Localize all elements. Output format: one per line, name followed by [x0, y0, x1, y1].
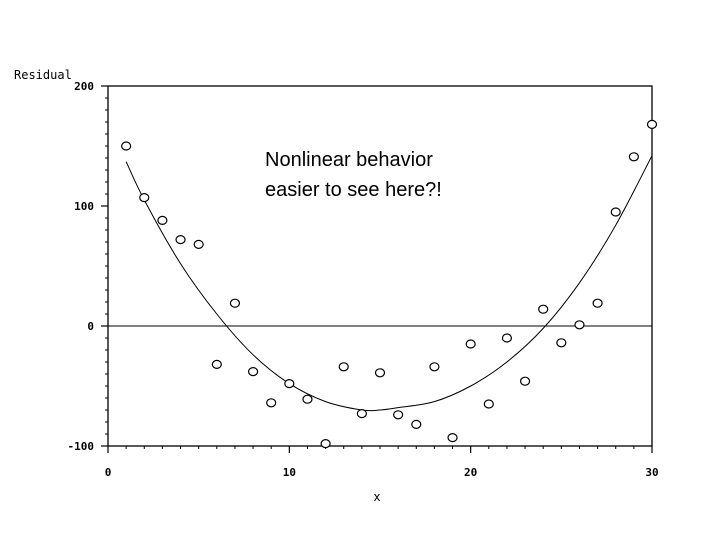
- data-point: [139, 193, 150, 203]
- data-point: [338, 362, 349, 372]
- data-point: [175, 235, 186, 245]
- x-axis-ticks: 0 10 20 30: [105, 446, 659, 479]
- data-point: [465, 339, 476, 349]
- y-minor-ticks: [105, 97, 108, 435]
- data-point: [356, 409, 367, 419]
- data-point: [501, 333, 513, 343]
- data-point: [157, 215, 168, 225]
- data-point: [519, 376, 531, 386]
- x-tick-label: 20: [464, 466, 477, 479]
- data-point: [574, 320, 585, 330]
- data-point: [247, 367, 259, 377]
- data-point: [121, 141, 132, 151]
- y-tick-label: 100: [74, 200, 94, 213]
- data-point: [556, 338, 567, 348]
- x-tick-label: 30: [645, 466, 658, 479]
- y-tick-label: 0: [87, 320, 94, 333]
- plot-frame: [107, 85, 653, 447]
- data-point: [211, 359, 222, 369]
- data-point: [374, 368, 386, 378]
- data-points: [121, 119, 658, 449]
- data-point: [393, 410, 404, 420]
- y-tick-label: -100: [68, 440, 95, 453]
- fitted-curve: [125, 155, 653, 412]
- data-point: [193, 239, 204, 249]
- data-point: [538, 304, 549, 314]
- data-point: [302, 394, 313, 404]
- data-point: [266, 398, 277, 408]
- data-point: [646, 119, 658, 130]
- x-tick-label: 10: [283, 466, 296, 479]
- data-point: [610, 207, 621, 217]
- x-minor-ticks: [125, 446, 635, 449]
- data-point: [483, 399, 494, 409]
- data-point: [411, 419, 422, 429]
- y-tick-label: 200: [74, 80, 94, 93]
- x-tick-label: 0: [105, 466, 112, 479]
- data-point: [447, 433, 458, 443]
- data-point: [592, 298, 603, 308]
- data-point: [229, 298, 241, 308]
- y-axis-label: Residual: [14, 68, 72, 82]
- y-axis-ticks: -100 0 100 200: [68, 80, 108, 453]
- annotation-line-1: Nonlinear behavior: [265, 149, 433, 171]
- data-point: [628, 152, 639, 162]
- x-axis-label: x: [373, 490, 380, 504]
- data-point: [320, 439, 331, 449]
- data-point: [284, 379, 295, 389]
- annotation-line-2: easier to see here?!: [265, 179, 442, 201]
- data-point: [429, 362, 440, 372]
